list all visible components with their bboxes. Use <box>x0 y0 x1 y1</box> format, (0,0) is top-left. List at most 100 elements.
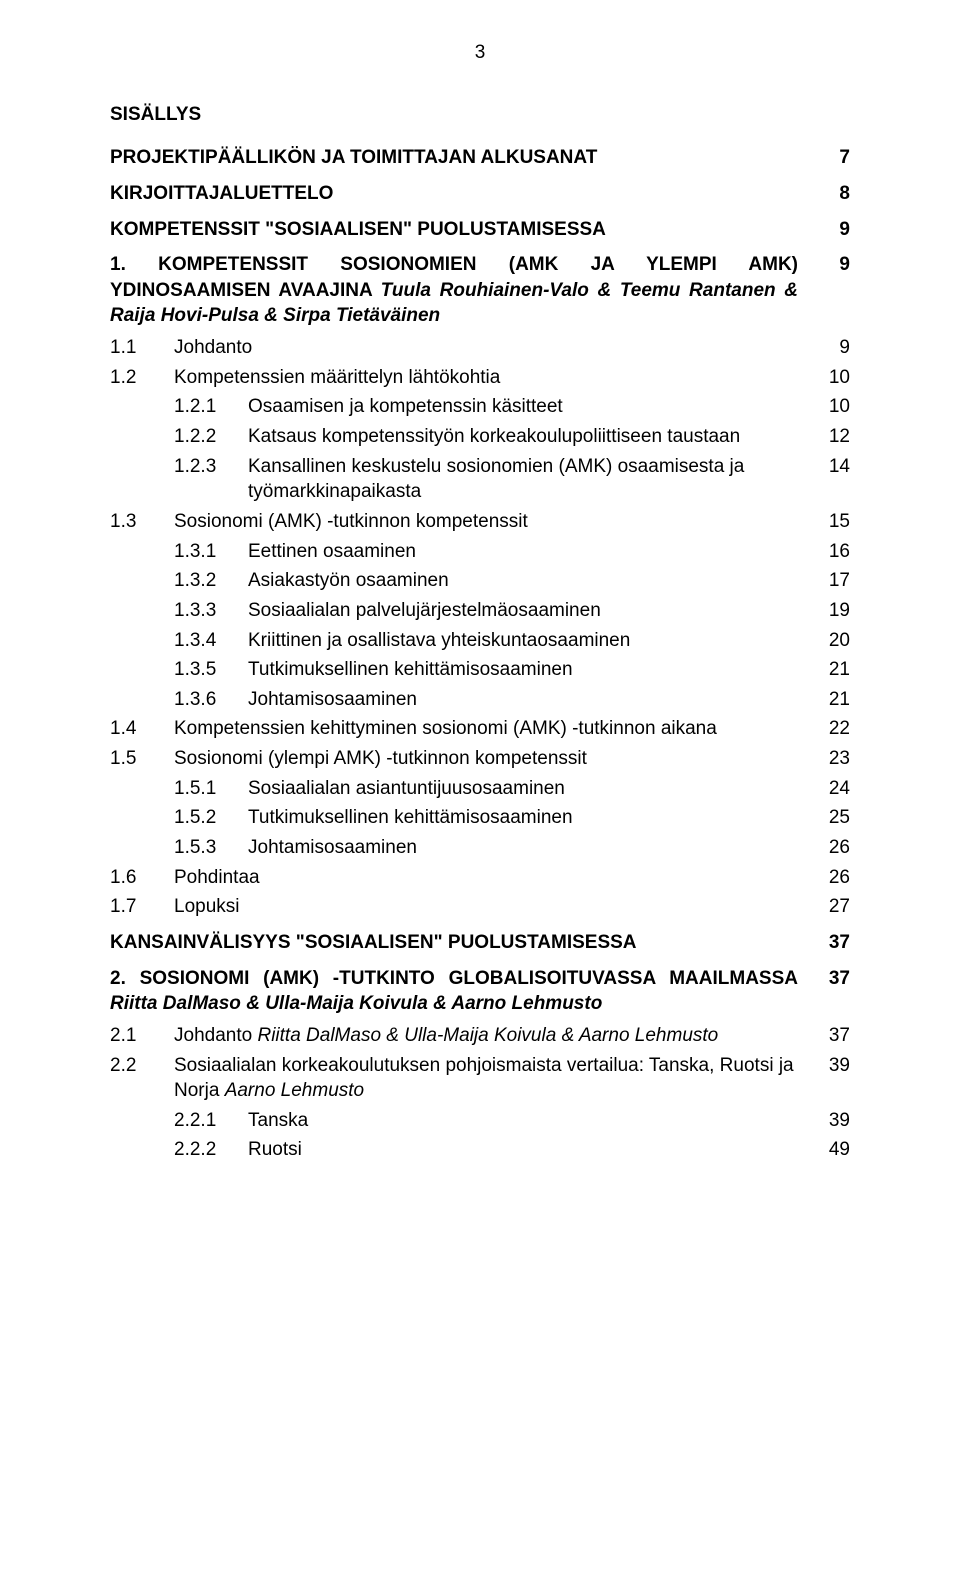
toc-row: 1.6Pohdintaa26 <box>110 865 850 891</box>
toc-entry-text: Sosiaalialan asiantuntijuusosaaminen <box>248 776 822 802</box>
toc-entry-page: 20 <box>822 628 850 654</box>
toc-entry-number: 2.1 <box>110 1023 174 1049</box>
toc-entry-number: 1.3.3 <box>174 598 248 624</box>
toc-entry-text: Johtamisosaaminen <box>248 835 822 861</box>
toc-entry-text: SISÄLLYS <box>110 102 850 128</box>
toc-row: 1.5.2Tutkimuksellinen kehittämisosaamine… <box>174 805 850 831</box>
toc-row: KOMPETENSSIT "SOSIAALISEN" PUOLUSTAMISES… <box>110 217 850 243</box>
toc-entry-text: Eettinen osaaminen <box>248 539 822 565</box>
toc-entry-text: Tanska <box>248 1108 822 1134</box>
toc-entry-page: 15 <box>822 509 850 535</box>
toc-row: 1.2.2Katsaus kompetenssityön korkeakoulu… <box>174 424 850 450</box>
toc-row: 1.3.4Kriittinen ja osallistava yhteiskun… <box>174 628 850 654</box>
toc-entry-page: 49 <box>822 1137 850 1163</box>
toc-entry-page: 10 <box>822 365 850 391</box>
toc-entry-text: Sosionomi (AMK) -tutkinnon kompetenssit <box>174 509 822 535</box>
toc-row: 2.1Johdanto Riitta DalMaso & Ulla-Maija … <box>110 1023 850 1049</box>
toc-entry-number: 2.2.2 <box>174 1137 248 1163</box>
toc-entry-text: KIRJOITTAJALUETTELO <box>110 181 822 207</box>
toc-row: PROJEKTIPÄÄLLIKÖN JA TOIMITTAJAN ALKUSAN… <box>110 145 850 171</box>
toc-row: 1.3Sosionomi (AMK) -tutkinnon kompetenss… <box>110 509 850 535</box>
toc-entry-text: Ruotsi <box>248 1137 822 1163</box>
toc-row: SISÄLLYS <box>110 102 850 128</box>
toc-entry-page: 39 <box>822 1108 850 1134</box>
toc-row: 1.3.5Tutkimuksellinen kehittämisosaamine… <box>174 657 850 683</box>
toc-entry-text: Asiakastyön osaaminen <box>248 568 822 594</box>
toc-entry-page: 14 <box>822 454 850 480</box>
toc-entry-number: 1.3.1 <box>174 539 248 565</box>
toc-entry-number: 1.4 <box>110 716 174 742</box>
toc-entry-text: Tutkimuksellinen kehittämisosaaminen <box>248 805 822 831</box>
toc-entry-text: Kompetenssien määrittelyn lähtökohtia <box>174 365 822 391</box>
toc-entry-page: 9 <box>822 217 850 243</box>
toc-row: 1.7Lopuksi27 <box>110 894 850 920</box>
toc-row: 1.5Sosionomi (ylempi AMK) -tutkinnon kom… <box>110 746 850 772</box>
toc-entry-number: 1.5.1 <box>174 776 248 802</box>
toc-row: 1.2.3Kansallinen keskustelu sosionomien … <box>174 454 850 505</box>
toc-row: KANSAINVÄLISYYS "SOSIAALISEN" PUOLUSTAMI… <box>110 930 850 956</box>
toc-entry-text: Johdanto Riitta DalMaso & Ulla-Maija Koi… <box>174 1023 822 1049</box>
toc-row: 1.1Johdanto9 <box>110 335 850 361</box>
toc-entry-number: 1.3 <box>110 509 174 535</box>
toc-entry-page: 8 <box>822 181 850 207</box>
toc-entry-page: 16 <box>822 539 850 565</box>
toc-entry-number: 1.3.6 <box>174 687 248 713</box>
toc-entry-number: 1.3.2 <box>174 568 248 594</box>
toc-entry-text: 1. KOMPETENSSIT SOSIONOMIEN (AMK JA YLEM… <box>110 252 822 329</box>
toc-entry-number: 1.7 <box>110 894 174 920</box>
toc-row: 1. KOMPETENSSIT SOSIONOMIEN (AMK JA YLEM… <box>110 252 850 329</box>
toc-entry-number: 2.2.1 <box>174 1108 248 1134</box>
toc-entry-page: 26 <box>822 865 850 891</box>
toc-entry-text: Johtamisosaaminen <box>248 687 822 713</box>
toc-entry-page: 10 <box>822 394 850 420</box>
toc-entry-page: 24 <box>822 776 850 802</box>
toc-entry-number: 1.5.3 <box>174 835 248 861</box>
toc-row: 1.2Kompetenssien määrittelyn lähtökohtia… <box>110 365 850 391</box>
toc-entry-page: 25 <box>822 805 850 831</box>
toc-entry-number: 1.1 <box>110 335 174 361</box>
toc-entry-text: Pohdintaa <box>174 865 822 891</box>
toc-entry-page: 37 <box>822 1023 850 1049</box>
toc-row: 1.4Kompetenssien kehittyminen sosionomi … <box>110 716 850 742</box>
toc-entry-page: 26 <box>822 835 850 861</box>
toc-entry-text: KOMPETENSSIT "SOSIAALISEN" PUOLUSTAMISES… <box>110 217 822 243</box>
toc-row: KIRJOITTAJALUETTELO8 <box>110 181 850 207</box>
toc-entry-number: 1.6 <box>110 865 174 891</box>
toc-entry-number: 1.2.1 <box>174 394 248 420</box>
toc-entry-text: Johdanto <box>174 335 822 361</box>
toc-entry-text: Katsaus kompetenssityön korkeakoulupolii… <box>248 424 822 450</box>
toc-entry-number: 1.3.4 <box>174 628 248 654</box>
toc-entry-page: 12 <box>822 424 850 450</box>
toc-entry-text: 2. SOSIONOMI (AMK) -TUTKINTO GLOBALISOIT… <box>110 966 822 1017</box>
toc-entry-page: 21 <box>822 657 850 683</box>
toc-page: 3 SISÄLLYS PROJEKTIPÄÄLLIKÖN JA TOIMITTAJ… <box>0 0 960 1227</box>
toc-container: SISÄLLYS PROJEKTIPÄÄLLIKÖN JA TOIMITTAJAN… <box>110 102 850 1163</box>
toc-entry-page: 27 <box>822 894 850 920</box>
toc-entry-page: 37 <box>822 930 850 956</box>
toc-entry-text: Sosiaalialan korkeakoulutuksen pohjoisma… <box>174 1053 822 1104</box>
toc-entry-number: 1.5 <box>110 746 174 772</box>
toc-entry-text: Osaamisen ja kompetenssin käsitteet <box>248 394 822 420</box>
toc-entry-text: Sosiaalialan palvelujärjestelmäosaaminen <box>248 598 822 624</box>
toc-row: 2.2.1Tanska39 <box>174 1108 850 1134</box>
toc-row: 2.2.2Ruotsi49 <box>174 1137 850 1163</box>
page-number: 3 <box>110 40 850 66</box>
toc-entry-page: 23 <box>822 746 850 772</box>
toc-entry-text: KANSAINVÄLISYYS "SOSIAALISEN" PUOLUSTAMI… <box>110 930 822 956</box>
toc-row: 1.3.2Asiakastyön osaaminen17 <box>174 568 850 594</box>
toc-row: 1.3.3Sosiaalialan palvelujärjestelmäosaa… <box>174 598 850 624</box>
toc-row: 1.5.3Johtamisosaaminen26 <box>174 835 850 861</box>
toc-entry-number: 1.2 <box>110 365 174 391</box>
toc-entry-text: PROJEKTIPÄÄLLIKÖN JA TOIMITTAJAN ALKUSAN… <box>110 145 822 171</box>
toc-entry-page: 9 <box>822 252 850 278</box>
toc-entry-number: 2.2 <box>110 1053 174 1079</box>
toc-entry-text: Kompetenssien kehittyminen sosionomi (AM… <box>174 716 822 742</box>
toc-entry-number: 1.5.2 <box>174 805 248 831</box>
toc-row: 1.3.6Johtamisosaaminen21 <box>174 687 850 713</box>
toc-entry-page: 21 <box>822 687 850 713</box>
toc-entry-page: 17 <box>822 568 850 594</box>
toc-entry-number: 1.2.3 <box>174 454 248 480</box>
toc-entry-page: 7 <box>822 145 850 171</box>
toc-entry-text: Lopuksi <box>174 894 822 920</box>
toc-entry-page: 9 <box>822 335 850 361</box>
